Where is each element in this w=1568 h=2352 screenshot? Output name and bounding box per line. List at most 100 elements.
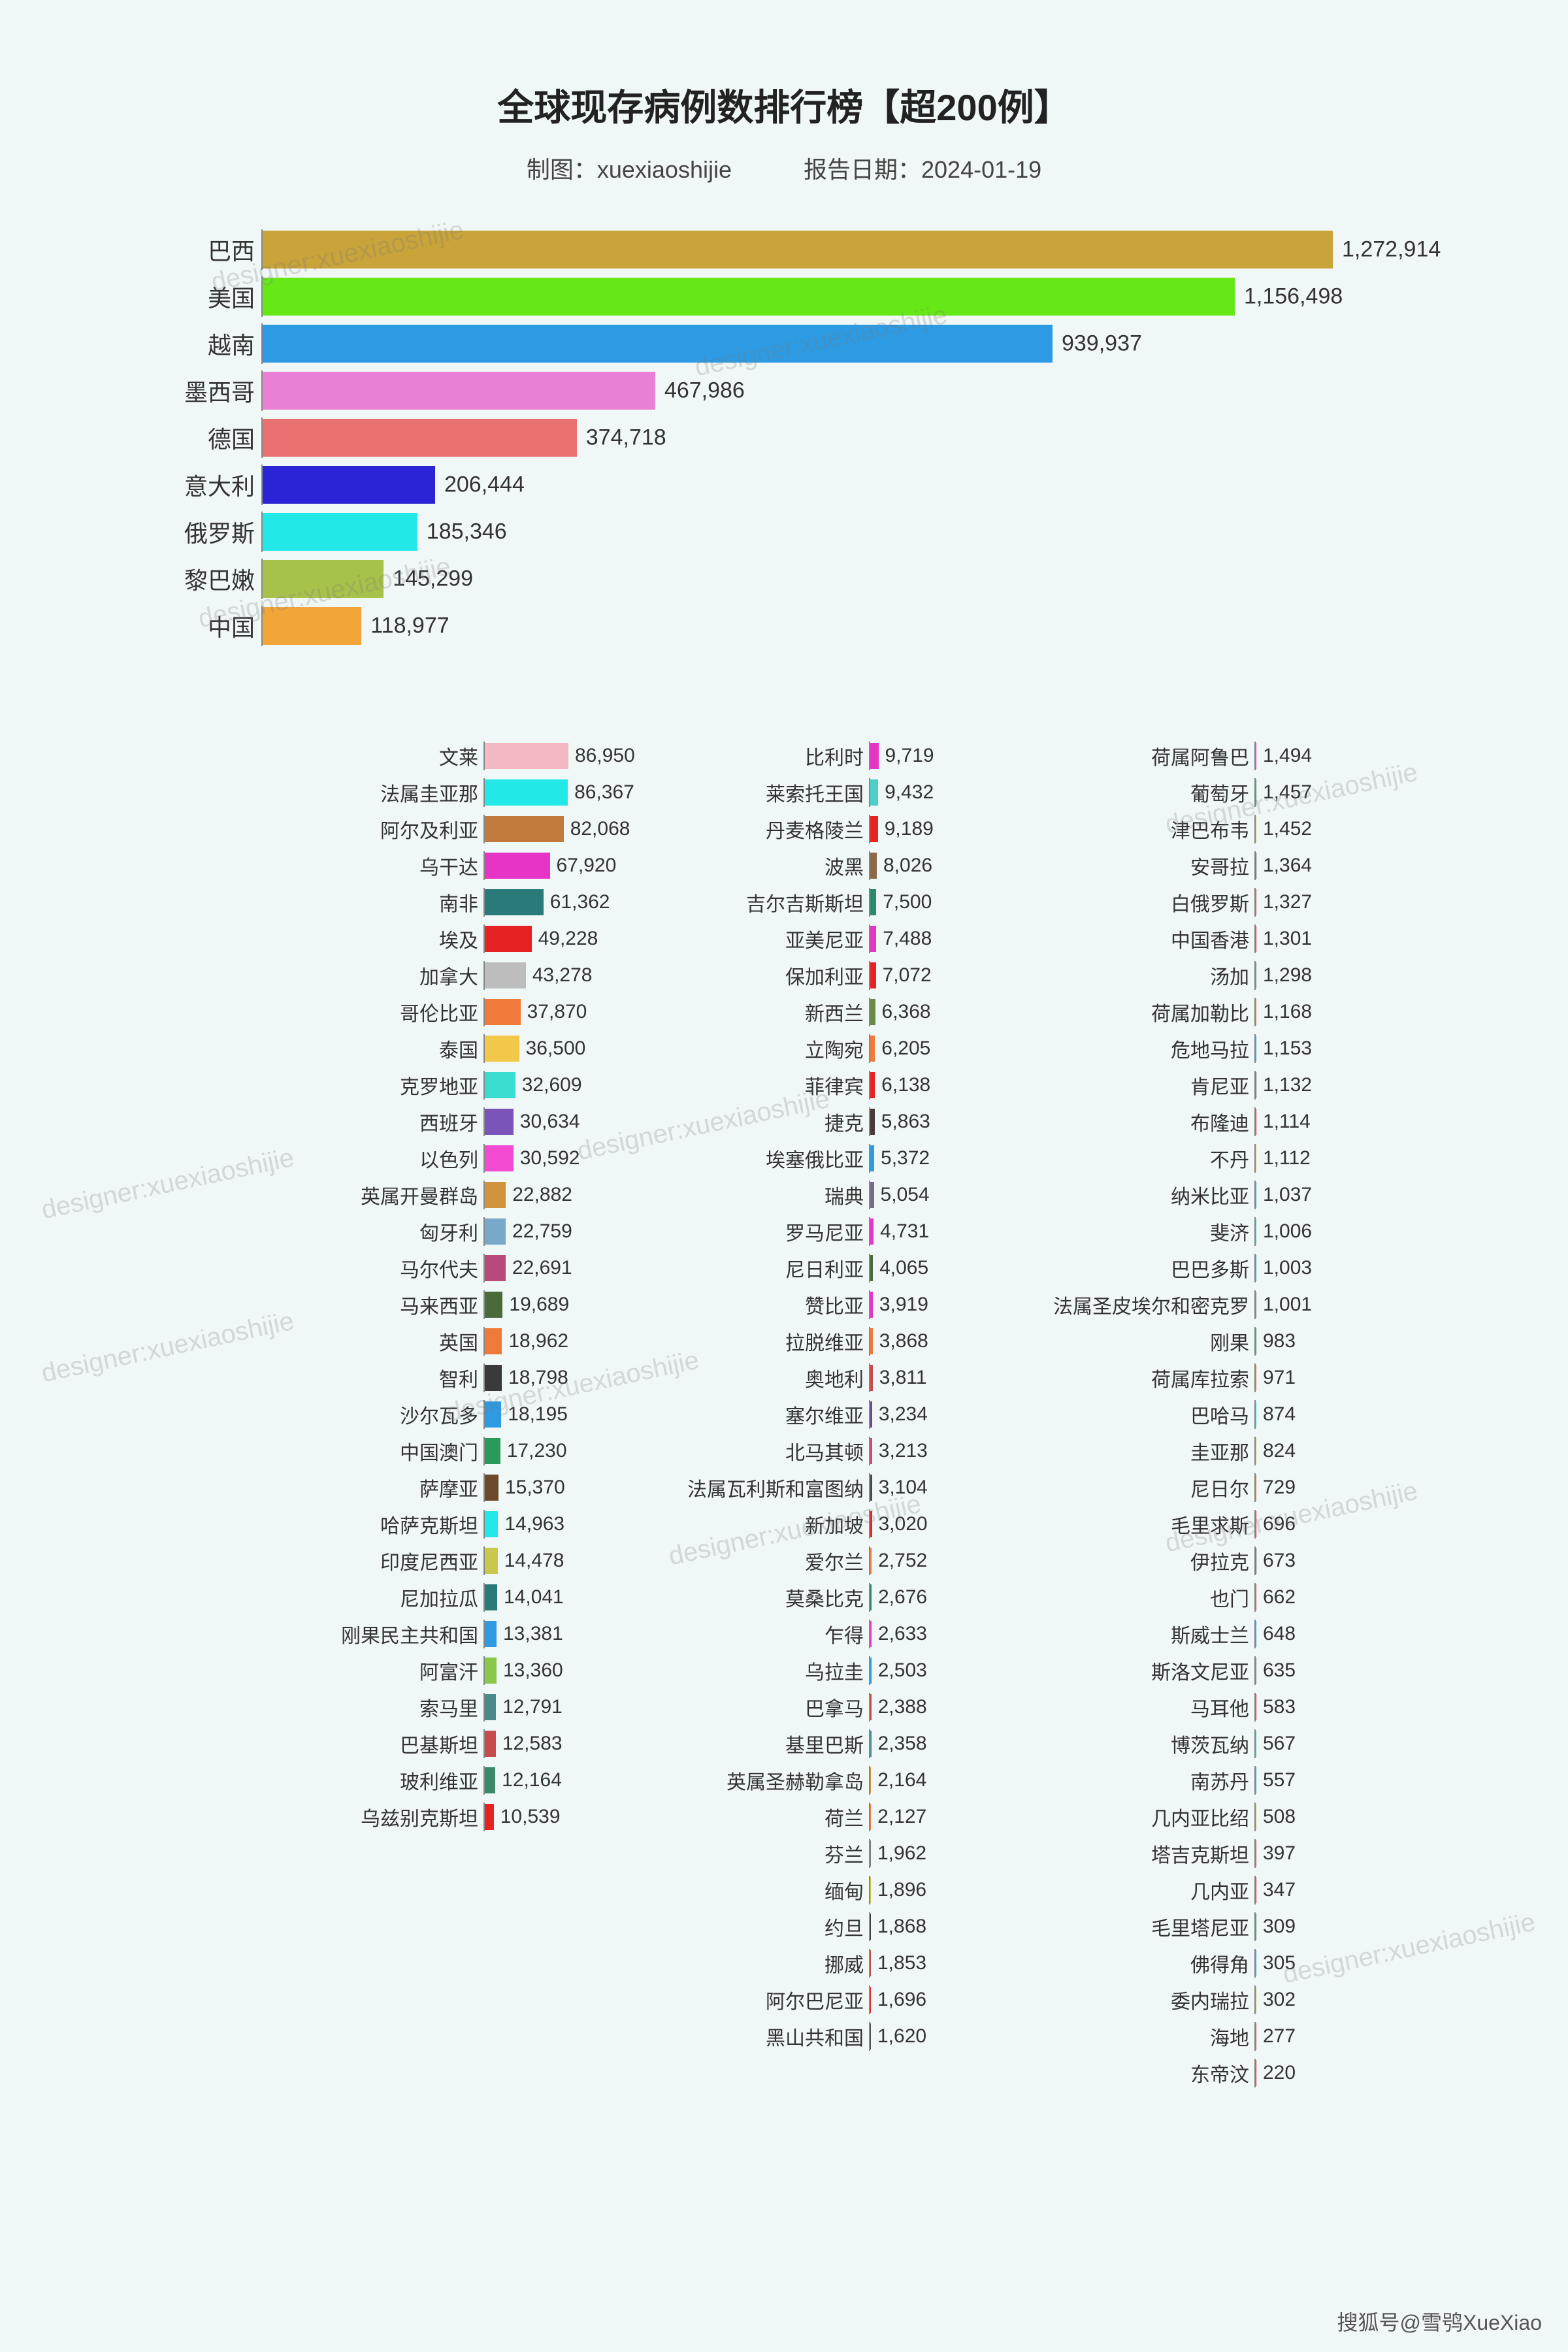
date-value: 2024-01-19 bbox=[921, 156, 1041, 183]
small-bar-value: 5,372 bbox=[881, 1147, 930, 1169]
small-bar-value: 662 bbox=[1263, 1586, 1296, 1609]
small-bar bbox=[483, 962, 526, 988]
small-bar bbox=[483, 1767, 495, 1793]
small-bar bbox=[483, 743, 568, 769]
small-bar-label: 西班牙 bbox=[229, 1107, 483, 1136]
small-bar-track: 22,759 bbox=[483, 1218, 568, 1245]
small-bar-label: 也门 bbox=[1000, 1583, 1254, 1612]
small-bar-label: 智利 bbox=[229, 1364, 483, 1392]
small-bar bbox=[483, 1438, 500, 1464]
small-bar-row: 英国18,962 bbox=[229, 1328, 568, 1354]
small-bar-label: 英国 bbox=[229, 1327, 483, 1356]
small-bar-track: 277 bbox=[1254, 2023, 1339, 2050]
small-bar-value: 2,388 bbox=[878, 1696, 927, 1718]
small-bar-track: 696 bbox=[1254, 1511, 1339, 1537]
big-bar-track: 467,986 bbox=[261, 372, 1477, 410]
small-bar bbox=[483, 816, 564, 842]
small-bar-value: 1,037 bbox=[1263, 1184, 1312, 1206]
small-bar-row: 文莱86,950 bbox=[229, 743, 568, 769]
small-bar-track: 1,327 bbox=[1254, 889, 1339, 915]
small-bar-value: 86,950 bbox=[575, 745, 635, 767]
small-bar-track: 648 bbox=[1254, 1621, 1339, 1647]
big-bar-label: 德国 bbox=[91, 421, 261, 455]
small-bar-value: 635 bbox=[1263, 1659, 1296, 1682]
small-bar-row: 法属圣皮埃尔和密克罗1,001 bbox=[1000, 1292, 1339, 1318]
small-bar-track: 1,457 bbox=[1254, 779, 1339, 806]
small-bar-track: 14,963 bbox=[483, 1511, 568, 1537]
small-chart-column: 文莱86,950法属圭亚那86,367阿尔及利亚82,068乌干达67,920南… bbox=[229, 743, 568, 2097]
small-bar bbox=[483, 1365, 502, 1391]
small-bar-track: 1,494 bbox=[1254, 743, 1339, 769]
big-bar bbox=[261, 560, 384, 598]
small-bar-track: 1,896 bbox=[869, 1877, 954, 1903]
small-bar bbox=[483, 779, 568, 806]
small-bar-row: 法属瓦利斯和富图纳3,104 bbox=[614, 1475, 954, 1501]
small-bar-row: 委内瑞拉302 bbox=[1000, 1987, 1339, 2013]
big-bar bbox=[261, 372, 655, 410]
small-bar-label: 斯洛文尼亚 bbox=[1000, 1656, 1254, 1685]
big-bar-value: 374,718 bbox=[586, 425, 666, 451]
small-bar-value: 3,919 bbox=[879, 1294, 928, 1316]
small-bar-label: 几内亚 bbox=[1000, 1876, 1254, 1904]
small-bar-value: 4,731 bbox=[880, 1220, 929, 1243]
small-bar-row: 索马里12,791 bbox=[229, 1694, 568, 1720]
small-bar-value: 347 bbox=[1263, 1879, 1296, 1901]
big-bar-value: 185,346 bbox=[427, 519, 507, 545]
small-bar-row: 南非61,362 bbox=[229, 889, 568, 915]
small-bar-track: 557 bbox=[1254, 1767, 1339, 1793]
small-bar-track: 6,138 bbox=[869, 1072, 954, 1098]
small-bar-label: 马耳他 bbox=[1000, 1693, 1254, 1722]
small-bar-label: 几内亚比绍 bbox=[1000, 1803, 1254, 1831]
small-bar-label: 乍得 bbox=[614, 1620, 869, 1648]
small-bar-row: 北马其顿3,213 bbox=[614, 1438, 954, 1464]
small-bar-value: 1,168 bbox=[1263, 1001, 1312, 1023]
small-bar-row: 纳米比亚1,037 bbox=[1000, 1182, 1339, 1208]
small-bar-label: 荷属阿鲁巴 bbox=[1000, 742, 1254, 770]
small-bar-track: 2,503 bbox=[869, 1658, 954, 1684]
small-bar-label: 新加坡 bbox=[614, 1510, 869, 1539]
small-bar-row: 菲律宾6,138 bbox=[614, 1072, 954, 1098]
small-bar-label: 津巴布韦 bbox=[1000, 815, 1254, 843]
small-bar-row: 亚美尼亚7,488 bbox=[614, 926, 954, 952]
big-bar-row: 意大利206,444 bbox=[91, 466, 1477, 504]
small-bar-value: 1,112 bbox=[1263, 1147, 1311, 1169]
chart-subtitle: 制图：xuexiaoshijie报告日期：2024-01-19 bbox=[0, 151, 1568, 185]
small-bar-label: 北马其顿 bbox=[614, 1437, 869, 1465]
small-bar-row: 巴拿马2,388 bbox=[614, 1694, 954, 1720]
small-bar-track: 3,868 bbox=[869, 1328, 954, 1354]
big-bar bbox=[261, 607, 361, 645]
small-bar-row: 巴基斯坦12,583 bbox=[229, 1731, 568, 1757]
small-bar-track: 14,478 bbox=[483, 1548, 568, 1574]
small-bar-row: 玻利维亚12,164 bbox=[229, 1767, 568, 1793]
small-bar-row: 以色列30,592 bbox=[229, 1145, 568, 1171]
big-bar-track: 145,299 bbox=[261, 560, 1477, 598]
small-bar-row: 莫桑比克2,676 bbox=[614, 1584, 954, 1610]
big-bar-label: 意大利 bbox=[91, 468, 261, 502]
small-bar-row: 几内亚 347 bbox=[1000, 1877, 1339, 1903]
big-bar bbox=[261, 325, 1053, 363]
small-bar-value: 22,759 bbox=[512, 1220, 572, 1243]
small-bar-value: 2,633 bbox=[878, 1623, 927, 1645]
small-bar-track: 49,228 bbox=[483, 926, 568, 952]
small-bar-value: 824 bbox=[1263, 1440, 1296, 1462]
small-bar-value: 19,689 bbox=[509, 1294, 569, 1316]
big-bar-track: 374,718 bbox=[261, 419, 1477, 457]
small-bar bbox=[483, 1218, 506, 1245]
small-bar-value: 1,132 bbox=[1263, 1074, 1312, 1096]
small-bar-row: 马来西亚19,689 bbox=[229, 1292, 568, 1318]
small-bar-value: 7,500 bbox=[883, 891, 932, 913]
small-bar-label: 南苏丹 bbox=[1000, 1766, 1254, 1795]
small-bar-value: 2,358 bbox=[878, 1733, 927, 1755]
small-bar-row: 布隆迪1,114 bbox=[1000, 1109, 1339, 1135]
small-bar-label: 海地 bbox=[1000, 2022, 1254, 2051]
small-bar-value: 12,791 bbox=[502, 1696, 563, 1718]
small-bar-row: 汤加1,298 bbox=[1000, 962, 1339, 988]
small-bar-track: 18,195 bbox=[483, 1401, 568, 1428]
small-bar bbox=[483, 1072, 515, 1098]
small-bar-track: 30,592 bbox=[483, 1145, 568, 1171]
small-bar-label: 阿富汗 bbox=[229, 1656, 483, 1685]
small-bar-label: 斯威士兰 bbox=[1000, 1620, 1254, 1648]
small-bar-row: 乌拉圭2,503 bbox=[614, 1658, 954, 1684]
small-bar-label: 不丹 bbox=[1000, 1144, 1254, 1173]
small-bar-value: 82,068 bbox=[570, 818, 630, 840]
